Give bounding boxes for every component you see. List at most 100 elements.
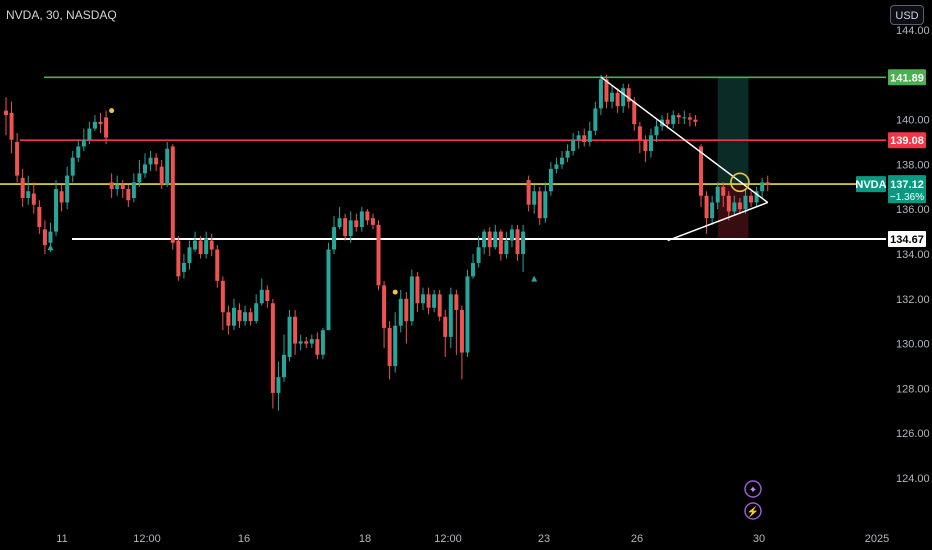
level-price-label: 139.08 [890, 135, 924, 147]
candle-body [265, 289, 270, 302]
candle-body [404, 298, 409, 322]
level-price-label: 141.89 [890, 72, 924, 84]
candle-body [143, 164, 147, 174]
sparkle-icon[interactable] [744, 480, 762, 498]
candle-body [315, 339, 320, 355]
candle-body [643, 139, 648, 151]
signal-marker [109, 108, 115, 114]
candle-body [176, 240, 181, 277]
candle-body [710, 202, 715, 219]
candle-body [726, 195, 731, 212]
candle-body [443, 316, 448, 337]
symbol-tag-label: NVDA [855, 179, 886, 191]
candle-body [448, 294, 453, 337]
candle-body [754, 191, 759, 203]
candle-body [454, 294, 459, 310]
candle-body [610, 92, 615, 102]
candle-body [648, 135, 653, 151]
candle-body [54, 189, 59, 232]
candle-body [687, 117, 692, 120]
candle-body [298, 341, 303, 344]
trendline[interactable] [600, 76, 769, 204]
candle-body [109, 182, 114, 190]
candle-body [715, 186, 720, 203]
candle-body [359, 211, 364, 228]
candle-body [231, 307, 236, 326]
candle-body [693, 119, 698, 122]
candle-body [148, 157, 153, 165]
candle-body [521, 231, 526, 254]
candle-body [259, 289, 264, 304]
candle-body [537, 191, 542, 219]
candle-body [193, 240, 198, 250]
x-tick-label: 11 [56, 533, 67, 545]
candle-body [15, 142, 20, 176]
candle-body [98, 121, 103, 125]
candle-body [326, 249, 331, 331]
x-tick-label: 18 [359, 533, 371, 545]
candle-body [543, 191, 548, 219]
candle-body [571, 139, 576, 151]
candle-body [248, 312, 253, 322]
candle-body [254, 303, 259, 322]
candle-body [665, 119, 670, 125]
candle-body [309, 339, 314, 344]
candle-body [676, 115, 681, 118]
candle-body [482, 231, 487, 248]
candle-body [204, 238, 209, 254]
candle-body [92, 121, 97, 129]
highlight-circle[interactable] [730, 172, 750, 193]
y-tick-label: 134.00 [896, 249, 930, 261]
candle-body [587, 130, 592, 142]
lightning-icon[interactable] [744, 502, 762, 520]
y-tick-label: 140.00 [896, 115, 930, 127]
candle-body [348, 220, 353, 237]
candle-body [42, 229, 47, 246]
candle-body [293, 316, 298, 344]
candle-body [743, 195, 748, 210]
candle-body [87, 128, 92, 140]
candle-body [699, 146, 703, 196]
candle-body [270, 303, 275, 393]
candle-body [515, 229, 520, 254]
candle-body [432, 294, 437, 308]
candle-body [9, 112, 14, 140]
candle-body [565, 150, 570, 158]
candle-body [760, 182, 765, 192]
candle-body [465, 276, 470, 353]
candle-body [304, 341, 309, 344]
candle-body [654, 126, 659, 136]
x-tick-label: 16 [238, 533, 250, 545]
level-price-tag [888, 69, 926, 86]
y-tick-label: 136.00 [896, 204, 930, 216]
candle-body [554, 164, 559, 169]
last-price-tag [888, 175, 926, 204]
candle-body [459, 310, 464, 353]
candle-body [131, 182, 136, 198]
candle-body [615, 92, 620, 107]
candle-body [198, 240, 203, 254]
y-tick-label: 130.00 [896, 339, 930, 351]
candle-body [637, 126, 642, 140]
candle-body [498, 231, 503, 254]
candle-body [370, 218, 375, 225]
trendline[interactable] [667, 201, 768, 242]
y-tick-label: 128.00 [896, 383, 930, 395]
candle-body [426, 294, 431, 308]
candle-body [81, 139, 86, 147]
y-tick-label: 126.00 [896, 428, 930, 440]
y-tick-label: 124.00 [896, 473, 930, 485]
candle-body [20, 177, 25, 198]
currency-button[interactable]: USD [890, 5, 924, 25]
candle-body [159, 166, 164, 185]
candle-body [560, 157, 564, 165]
candle-body [626, 88, 631, 102]
candle-body [526, 180, 531, 205]
candle-body [765, 182, 770, 185]
candle-body [593, 108, 598, 131]
candle-body [393, 325, 398, 366]
candle-body [337, 218, 342, 228]
symbol-tag [856, 176, 886, 193]
candle-body [532, 191, 537, 205]
